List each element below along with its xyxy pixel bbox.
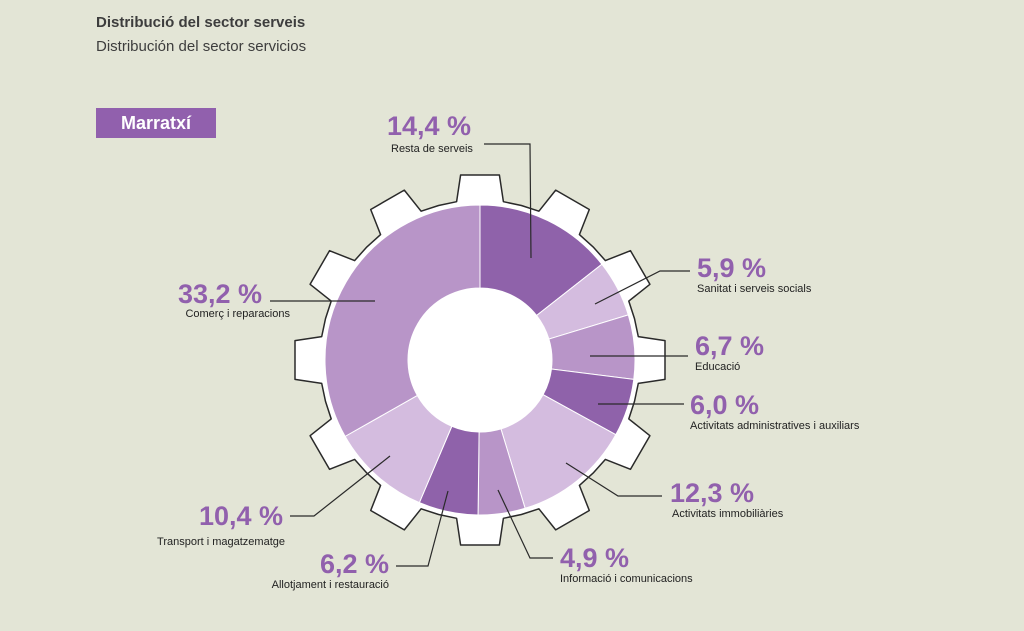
leader-line-allotjament-i-restauraci- <box>396 490 449 567</box>
leader-line-resta-de-serveis <box>484 143 532 259</box>
value-label-activitats-immobili-ries: 12,3 % <box>670 478 754 508</box>
category-label-sanitat-i-serveis-socials: Sanitat i serveis socials <box>697 283 812 295</box>
value-label-activitats-administratives-i-auxiliars: 6,0 % <box>690 390 759 420</box>
category-label-comer-i-reparacions: Comerç i reparacions <box>185 308 290 320</box>
value-label-transport-i-magatzematge: 10,4 % <box>199 501 283 531</box>
leader-line-activitats-immobili-ries <box>565 462 662 497</box>
value-label-allotjament-i-restauraci-: 6,2 % <box>320 549 389 579</box>
category-label-transport-i-magatzematge: Transport i magatzematge <box>157 536 285 548</box>
category-label-educaci-: Educació <box>695 361 740 373</box>
municipality-badge: Marratxí <box>96 108 216 138</box>
value-label-informaci-i-comunicacions: 4,9 % <box>560 543 629 573</box>
value-label-educaci-: 6,7 % <box>695 331 764 361</box>
category-label-allotjament-i-restauraci-: Allotjament i restauració <box>272 579 389 591</box>
leader-lines <box>270 143 690 567</box>
value-label-comer-i-reparacions: 33,2 % <box>178 279 262 309</box>
category-label-activitats-immobili-ries: Activitats immobiliàries <box>672 508 784 520</box>
slice-labels: 14,4 % Resta de serveis 5,9 %Sanitat i ser… <box>157 111 860 591</box>
chart-title-catalan: Distribució del sector serveis <box>96 14 306 31</box>
leader-line-informaci-i-comunicacions <box>497 489 553 559</box>
chart-slices <box>324 204 636 516</box>
value-label-sanitat-i-serveis-socials: 5,9 % <box>697 253 766 283</box>
category-label-informaci-i-comunicacions: Informació i comunicacions <box>560 573 693 585</box>
leader-line-transport-i-magatzematge <box>290 455 391 517</box>
category-label-resta-de-serveis: Resta de serveis <box>391 143 473 155</box>
category-label-activitats-administratives-i-auxiliars: Activitats administratives i auxiliars <box>690 420 860 432</box>
chart-title-spanish: Distribución del sector servicios <box>96 38 307 55</box>
donut-hole <box>408 288 552 432</box>
leader-line-sanitat-i-serveis-socials <box>594 270 690 305</box>
value-label-resta-de-serveis: 14,4 % <box>387 111 471 141</box>
